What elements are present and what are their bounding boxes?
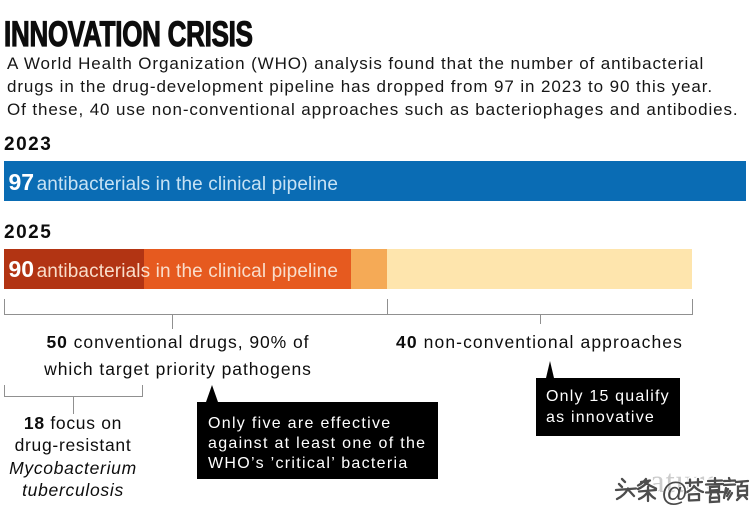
svg-text:@: @ <box>661 477 688 507</box>
